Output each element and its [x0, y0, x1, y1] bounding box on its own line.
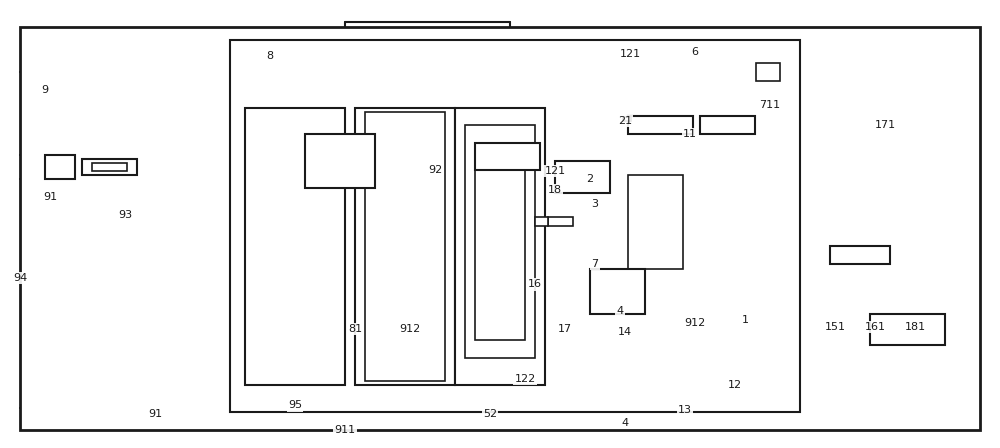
- Text: 7: 7: [591, 259, 599, 269]
- Text: 121: 121: [619, 49, 641, 59]
- Bar: [365, 112, 445, 381]
- Bar: [590, 269, 645, 314]
- Bar: [45, 155, 75, 179]
- Text: 161: 161: [864, 322, 886, 332]
- Text: 52: 52: [483, 409, 497, 419]
- Text: 21: 21: [618, 116, 632, 126]
- Bar: [700, 116, 755, 134]
- Bar: [355, 108, 455, 385]
- Text: 122: 122: [514, 374, 536, 383]
- Bar: [465, 125, 535, 358]
- Bar: [475, 143, 525, 340]
- Bar: [628, 116, 693, 134]
- Text: 4: 4: [616, 306, 624, 316]
- Text: 181: 181: [904, 322, 926, 332]
- Text: 1: 1: [742, 315, 748, 325]
- Text: 171: 171: [874, 121, 896, 130]
- Bar: [92, 163, 127, 171]
- Text: 151: 151: [824, 322, 846, 332]
- Text: 92: 92: [428, 165, 442, 175]
- Text: 91: 91: [148, 409, 162, 419]
- Text: 9: 9: [41, 85, 49, 95]
- Text: 911: 911: [334, 425, 356, 435]
- Bar: [870, 314, 945, 345]
- Text: 81: 81: [348, 324, 362, 334]
- Text: 16: 16: [528, 280, 542, 289]
- Bar: [830, 246, 890, 264]
- Text: 93: 93: [118, 210, 132, 220]
- Bar: [548, 217, 573, 226]
- Bar: [628, 175, 683, 269]
- Text: 12: 12: [728, 380, 742, 390]
- Bar: [245, 108, 345, 385]
- Text: 121: 121: [544, 166, 566, 176]
- Text: 91: 91: [43, 192, 57, 202]
- Text: 94: 94: [13, 273, 27, 283]
- Bar: [230, 40, 800, 412]
- Bar: [756, 63, 780, 81]
- Text: 13: 13: [678, 405, 692, 415]
- Bar: [623, 117, 631, 121]
- Text: 6: 6: [692, 47, 698, 56]
- Bar: [305, 134, 375, 188]
- Text: 95: 95: [288, 401, 302, 410]
- Bar: [555, 161, 610, 193]
- Text: 14: 14: [618, 327, 632, 336]
- Text: 18: 18: [548, 185, 562, 195]
- Text: 17: 17: [558, 324, 572, 334]
- Text: 11: 11: [683, 129, 697, 139]
- Text: 711: 711: [759, 100, 781, 110]
- Bar: [82, 159, 137, 175]
- Text: 2: 2: [586, 174, 594, 184]
- Bar: [455, 108, 545, 385]
- Bar: [535, 217, 548, 226]
- Text: 4: 4: [621, 418, 629, 428]
- Text: 912: 912: [684, 318, 706, 327]
- Text: 8: 8: [266, 51, 274, 61]
- Text: 3: 3: [592, 199, 598, 209]
- Text: 912: 912: [399, 324, 421, 334]
- Bar: [475, 143, 540, 170]
